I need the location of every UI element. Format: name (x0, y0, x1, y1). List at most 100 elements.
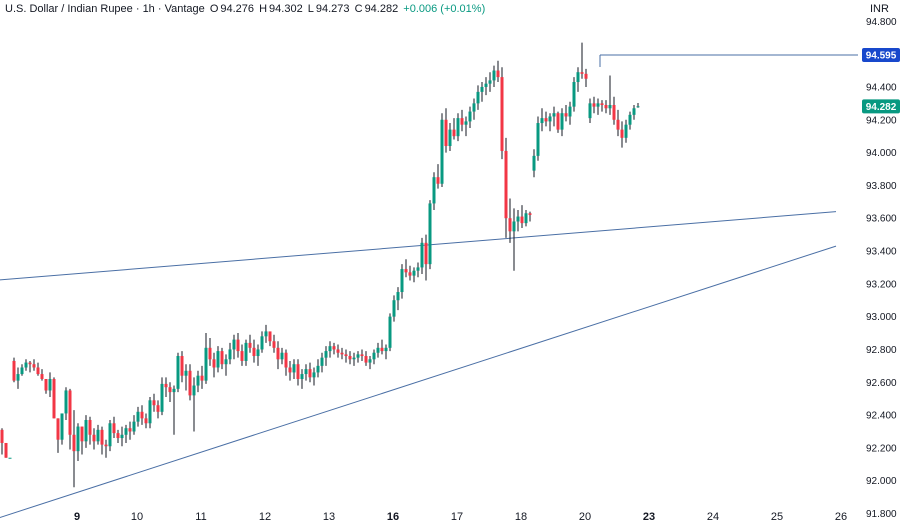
candle-body (592, 103, 596, 107)
candle (472, 98, 476, 120)
x-tick-label: 24 (707, 511, 719, 523)
candle-body (360, 354, 364, 357)
candle-body (356, 354, 360, 358)
candle-body (200, 375, 204, 381)
candle-body (628, 114, 632, 125)
last-price-tag-text: 94.282 (866, 102, 897, 113)
candle-body (28, 362, 32, 365)
candle (200, 365, 204, 389)
candle-body (44, 378, 48, 391)
candle (588, 98, 592, 124)
candle-body (92, 434, 96, 442)
candle-body (472, 103, 476, 112)
candle-body (144, 418, 148, 424)
candle (68, 388, 72, 450)
candle (380, 339, 384, 355)
candle-body (36, 367, 40, 375)
candle-body (160, 383, 164, 412)
candle (636, 103, 640, 108)
candle-body (212, 359, 216, 368)
candle-body (544, 118, 548, 122)
candle (76, 423, 80, 462)
candle-body (404, 269, 408, 273)
candle-body (236, 339, 240, 352)
candle-body (344, 354, 348, 357)
candle (80, 426, 84, 455)
candle (596, 98, 600, 115)
candle-body (508, 218, 512, 232)
candle (124, 424, 128, 443)
candle-body (348, 356, 352, 360)
candle (512, 208, 516, 271)
y-tick-label: 93.200 (866, 279, 897, 290)
candle (532, 149, 536, 178)
candle (412, 267, 416, 283)
candle-body (504, 150, 508, 219)
candle (56, 418, 60, 453)
candle-body (596, 103, 600, 107)
candle-body (624, 124, 628, 138)
candle (40, 369, 44, 381)
candle (348, 351, 352, 365)
candle-body (584, 73, 588, 79)
candle-body (468, 111, 472, 122)
candle (452, 118, 456, 140)
candle (444, 108, 448, 153)
candle-body (424, 242, 428, 265)
candle (164, 377, 168, 398)
candle (604, 100, 608, 114)
candle-body (188, 370, 192, 396)
candle-body (548, 116, 552, 122)
trendline-lower[interactable] (0, 245, 837, 520)
candle-body (112, 423, 116, 434)
candle (116, 429, 120, 443)
candle-body (524, 213, 528, 224)
candle-body (108, 423, 112, 447)
candle (476, 85, 480, 110)
candle-body (40, 374, 44, 379)
candle-body (460, 118, 464, 125)
last-price-tag-bg (862, 99, 900, 114)
candle-body (368, 359, 372, 363)
candle (44, 378, 48, 394)
y-tick-label: 92.800 (866, 345, 897, 356)
x-tick-label: 9 (74, 511, 80, 523)
candle-body (632, 108, 636, 115)
candle (340, 347, 344, 360)
candle (28, 360, 32, 373)
candle-body (616, 119, 620, 130)
candle-body (376, 347, 380, 353)
candle (48, 372, 52, 398)
candle (132, 415, 136, 435)
candle (112, 416, 116, 439)
y-tick-label: 94.200 (866, 115, 897, 126)
x-tick-label: 23 (643, 511, 655, 523)
candle (376, 342, 380, 358)
candle-body (412, 270, 416, 276)
candle-body (516, 216, 520, 222)
candle-body (324, 351, 328, 358)
high-value: 94.302 (269, 3, 303, 15)
candle-body (216, 351, 220, 368)
candle (428, 200, 432, 270)
candle-body (124, 428, 128, 435)
candle-body (140, 411, 144, 419)
candle (564, 105, 568, 122)
open-label: O (209, 3, 219, 15)
y-tick-label: 93.000 (866, 312, 897, 323)
candle (548, 113, 552, 132)
candle (464, 116, 468, 137)
candle-body (340, 352, 344, 355)
candle (96, 424, 100, 445)
x-tick-label: 12 (259, 511, 271, 523)
trendline-upper[interactable] (0, 211, 837, 281)
candle-body (148, 400, 152, 424)
candle-body (96, 429, 100, 442)
candle (244, 339, 248, 366)
price-axis: 94.80094.60094.40094.20094.00093.80093.6… (866, 17, 897, 520)
symbol-title: U.S. Dollar / Indian Rupee · 1h · Vantag… (5, 3, 205, 15)
candle (248, 334, 252, 353)
y-tick-label: 92.000 (866, 476, 897, 487)
x-tick-label: 11 (195, 511, 206, 523)
